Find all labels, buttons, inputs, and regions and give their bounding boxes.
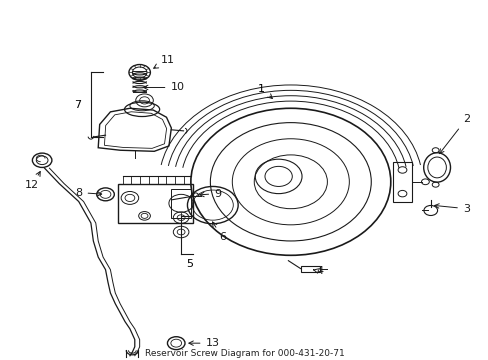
Text: 7: 7 <box>74 100 81 110</box>
Bar <box>118 184 193 223</box>
Text: 9: 9 <box>199 189 221 199</box>
Text: 3: 3 <box>434 204 469 214</box>
Text: 12: 12 <box>25 171 40 190</box>
Text: 1: 1 <box>258 84 272 99</box>
Bar <box>392 162 411 202</box>
Bar <box>171 189 190 218</box>
Text: 5: 5 <box>186 258 193 269</box>
Text: 13: 13 <box>188 338 219 348</box>
Text: 6: 6 <box>212 222 225 242</box>
Text: 4: 4 <box>313 266 323 276</box>
Text: 11: 11 <box>153 55 174 68</box>
Text: Reservoir Screw Diagram for 000-431-20-71: Reservoir Screw Diagram for 000-431-20-7… <box>144 348 344 357</box>
Bar <box>300 266 320 272</box>
Text: 8: 8 <box>75 188 102 198</box>
Text: 10: 10 <box>143 82 184 93</box>
Text: 2: 2 <box>439 114 469 154</box>
